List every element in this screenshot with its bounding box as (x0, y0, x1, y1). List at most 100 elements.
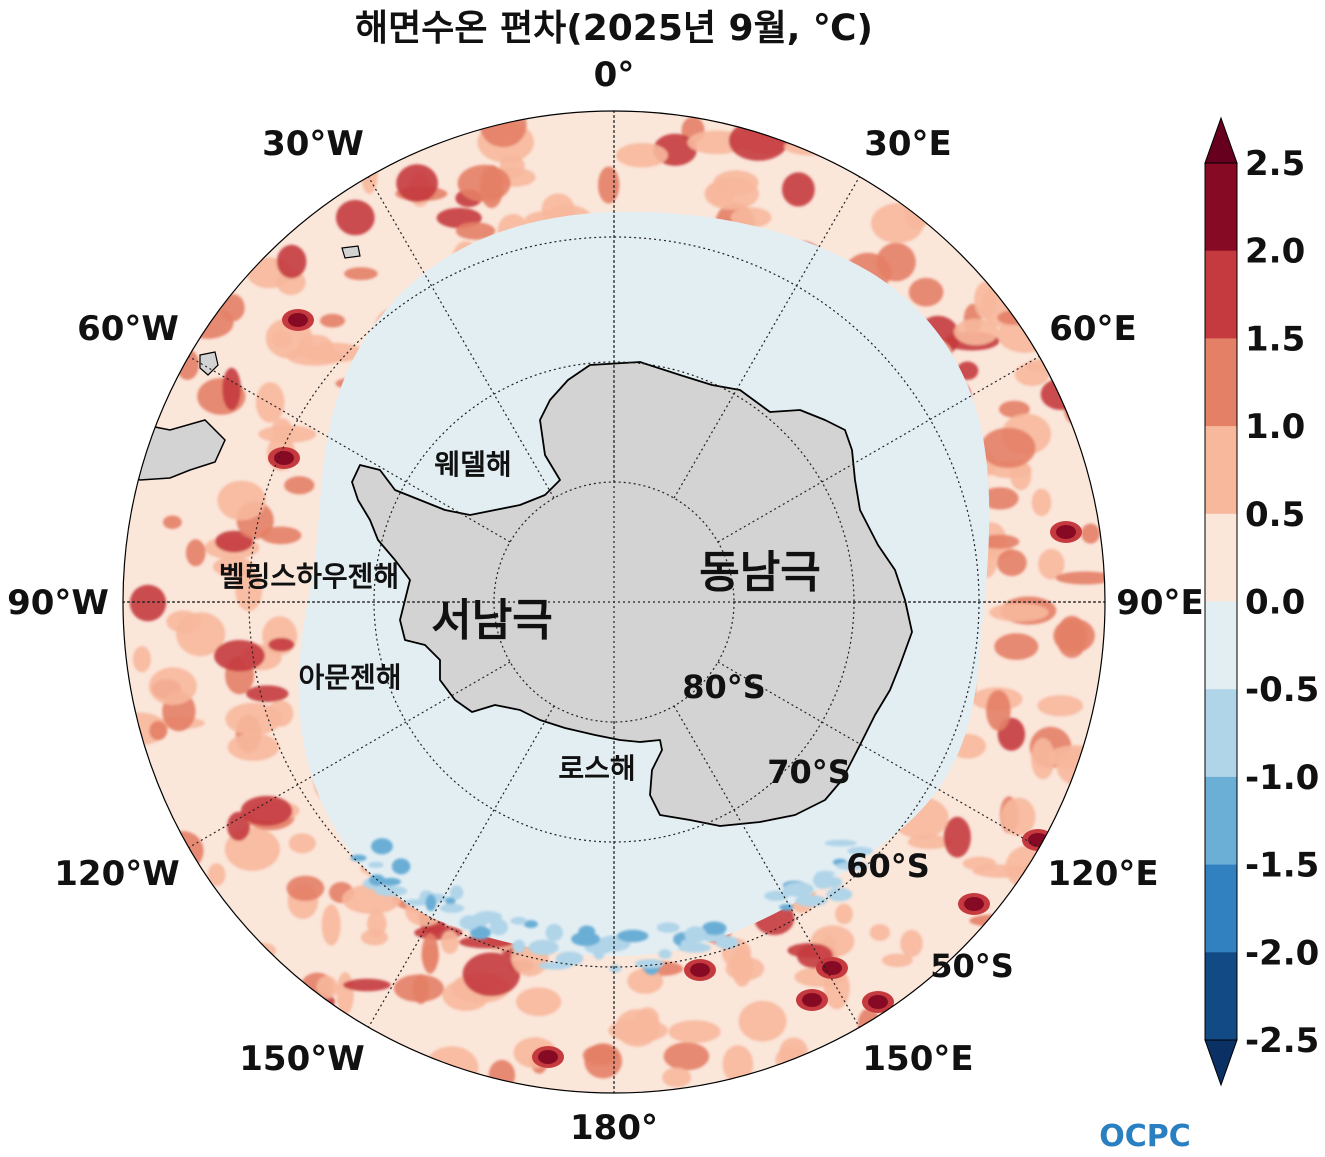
cool-anomaly-patch (617, 929, 649, 943)
warm-anomaly-patch (980, 427, 1036, 469)
warm-anomaly-patch (240, 795, 293, 826)
cool-anomaly-patch (684, 926, 707, 943)
warm-anomaly-patch (320, 313, 345, 328)
warm-anomaly-patch (882, 953, 913, 967)
strong-warm-spot (868, 995, 888, 1009)
warm-anomaly-patch (627, 968, 664, 994)
colorbar-bin (1205, 864, 1237, 953)
warm-anomaly-patch (994, 633, 1039, 660)
cool-anomaly-patch (368, 861, 384, 869)
colorbar-bin (1205, 952, 1237, 1041)
falkland-islands (341, 245, 361, 259)
south-america-coast-north (199, 351, 219, 376)
map-title: 해면수온 편차(2025년 9월, ℃) (355, 8, 873, 49)
warm-anomaly-patch (227, 811, 251, 841)
warm-anomaly-patch (441, 930, 459, 954)
warm-anomaly-patch (462, 952, 520, 997)
meridian-line (673, 705, 861, 1028)
warm-anomaly-patch (996, 549, 1027, 577)
cool-anomaly-patch (510, 917, 527, 925)
meridian-line (188, 355, 511, 543)
warm-anomaly-patch (1055, 571, 1105, 585)
colorbar-bin (1205, 513, 1237, 602)
warm-anomaly-patch (176, 349, 200, 380)
lon-label-180: 180° (570, 1108, 658, 1148)
lon-label-150e: 150°E (862, 1039, 973, 1079)
colorbar-tick-label: 1.0 (1245, 407, 1305, 447)
colorbar-bin (1205, 163, 1237, 252)
warm-anomaly-patch (999, 400, 1030, 418)
warm-anomaly-patch (149, 721, 168, 741)
colorbar-tick-label: 0.5 (1245, 495, 1305, 535)
lon-label-60w: 60°W (77, 309, 179, 349)
cool-anomaly-patch (489, 919, 508, 936)
warm-anomaly-patch (1056, 615, 1088, 659)
lat-label-60s: 60°S (846, 847, 930, 885)
label-west-antarctica: 서남극 (431, 595, 552, 646)
cool-anomaly-patch (826, 887, 853, 902)
cool-anomaly-patch (391, 858, 411, 875)
warm-anomaly-patch (284, 476, 315, 495)
warm-anomaly-patch (1037, 695, 1084, 717)
colorbar-tick-label: -2.5 (1245, 1021, 1319, 1061)
cool-anomaly-patch (350, 854, 367, 862)
strong-warm-spot (802, 993, 822, 1007)
meridian-line (717, 355, 1040, 543)
warm-anomaly-patch (344, 267, 378, 281)
warm-anomaly-patch (488, 1059, 516, 1091)
warm-anomaly-patch (835, 903, 853, 925)
lon-label-60e: 60°E (1049, 309, 1137, 349)
cool-anomaly-patch (656, 922, 680, 933)
warm-anomaly-patch (908, 277, 944, 307)
warm-anomaly-patch (396, 164, 438, 203)
warm-anomaly-patch (782, 172, 815, 207)
colorbar-tick-label: -0.5 (1245, 670, 1319, 710)
ocpc-logo: OCPC (1099, 1119, 1191, 1154)
cool-anomaly-patch (449, 885, 464, 900)
warm-anomaly-patch (731, 947, 753, 987)
warm-anomaly-patch (276, 244, 307, 279)
colorbar: 2.5 2.0 1.5 1.0 0.5 0.0 -0.5 -1.0 -1.5 -2.0 -2.5 (1204, 116, 1319, 1087)
colorbar-bins (1204, 162, 1238, 1041)
warm-anomaly-patch (421, 933, 439, 974)
warm-anomaly-patch (361, 929, 388, 946)
warm-anomaly-patch (129, 584, 167, 622)
warm-anomaly-patch (989, 603, 1049, 622)
meridian-line (188, 661, 511, 849)
label-weddell-sea: 웨델해 (434, 448, 511, 481)
map-disc (123, 111, 1105, 1093)
cool-anomaly-patch (528, 939, 559, 956)
lon-label-150w: 150°W (239, 1039, 364, 1079)
warm-anomaly-patch (455, 222, 496, 240)
cool-anomaly-patch (538, 961, 572, 970)
cool-anomaly-patch (555, 951, 584, 966)
warm-anomaly-patch (738, 1000, 787, 1042)
warm-anomaly-patch (288, 833, 316, 854)
colorbar-tick-label: 0.0 (1245, 583, 1305, 623)
colorbar-bin (1205, 689, 1237, 778)
warm-anomaly-patch (979, 534, 1020, 549)
warm-anomaly-patch (962, 856, 997, 871)
colorbar-bin (1205, 250, 1237, 339)
warm-anomaly-patch (176, 612, 226, 657)
cool-anomaly-patch (473, 911, 503, 924)
warm-anomaly-patch (267, 700, 294, 727)
warm-anomaly-patch (1040, 378, 1081, 410)
cool-anomaly-patch (813, 871, 834, 889)
lon-label-30e: 30°E (864, 124, 952, 164)
colorbar-tick-label: -1.0 (1245, 758, 1319, 798)
colorbar-bin (1205, 426, 1237, 515)
lon-label-90e: 90°E (1116, 583, 1204, 623)
cool-anomaly-patch (571, 931, 601, 947)
colorbar-bin (1205, 776, 1237, 866)
warm-anomaly-patch (286, 875, 325, 901)
strong-warm-spot (1056, 525, 1076, 539)
cool-anomaly-patch (440, 903, 465, 913)
cool-anomaly-patch (764, 890, 789, 902)
warm-anomaly-patch (869, 924, 891, 941)
lat-label-50s: 50°S (930, 947, 1014, 985)
cool-anomaly-patch (380, 877, 401, 886)
cool-anomaly-patch (677, 942, 712, 953)
cool-anomaly-patch (824, 839, 857, 847)
warm-anomaly-patch (235, 569, 263, 612)
